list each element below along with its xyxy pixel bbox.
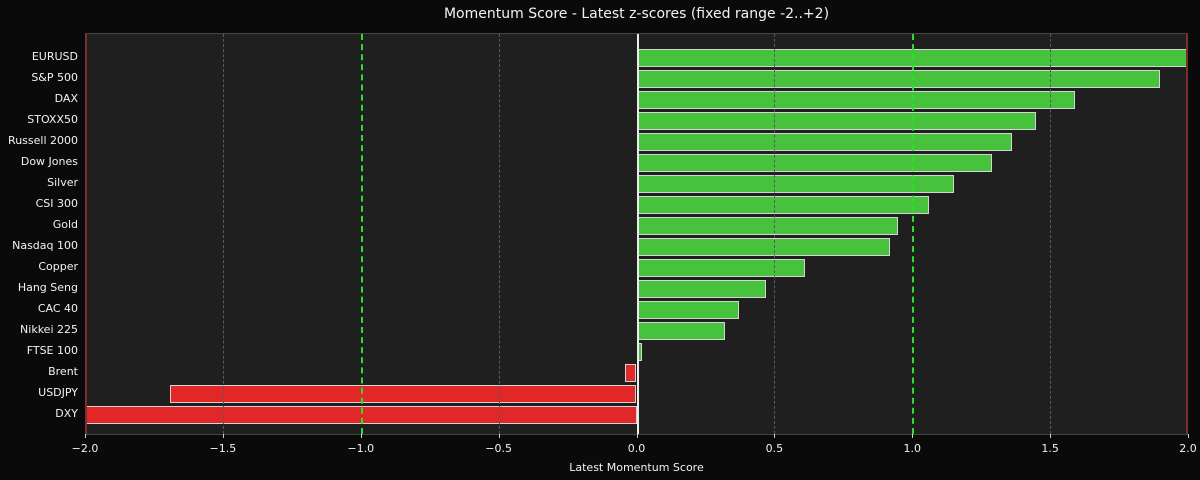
y-tick-label-s-p-500: S&P 500 [31, 71, 78, 84]
x-tick-mark [774, 434, 776, 438]
y-tick-label-hang-seng: Hang Seng [17, 281, 78, 294]
bar-gold [636, 217, 899, 235]
x-tick-mark [222, 434, 224, 438]
y-tick-label-dxy: DXY [55, 407, 78, 420]
grid-line [222, 34, 224, 434]
y-tick-label-brent: Brent [48, 365, 78, 378]
bar-nasdaq-100 [636, 238, 891, 256]
grid-line [774, 34, 776, 434]
x-tick-label: 2.0 [1179, 442, 1197, 455]
bar-silver [636, 175, 954, 193]
y-tick-label-silver: Silver [47, 176, 78, 189]
bar-russell-2000 [636, 133, 1012, 151]
y-tick-label-stoxx50: STOXX50 [27, 113, 78, 126]
chart-title: Momentum Score - Latest z-scores (fixed … [443, 6, 830, 22]
bar-s-p-500 [636, 70, 1161, 88]
grid-line [498, 34, 500, 434]
bar-cac-40 [636, 301, 739, 319]
bar-copper [636, 259, 805, 277]
bar-csi-300 [636, 196, 929, 214]
y-tick-label-russell-2000: Russell 2000 [8, 134, 78, 147]
bar-hang-seng [636, 280, 767, 298]
bar-usdjpy [170, 385, 637, 403]
x-tick-mark [498, 434, 500, 438]
x-tick-label: 0.0 [627, 442, 646, 455]
bar-dax [636, 91, 1075, 109]
bar-stoxx50 [636, 112, 1037, 130]
y-tick-label-csi-300: CSI 300 [35, 197, 78, 210]
x-tick-mark [85, 434, 86, 438]
y-tick-label-usdjpy: USDJPY [38, 386, 78, 399]
y-tick-label-copper: Copper [38, 260, 78, 273]
bar-dow-jones [636, 154, 993, 172]
x-tick-label: 0.5 [765, 442, 784, 455]
x-tick-label: −1.5 [209, 442, 237, 455]
grid-line [1050, 34, 1052, 434]
x-tick-mark [1188, 434, 1189, 438]
x-tick-label: −1.0 [347, 442, 375, 455]
x-tick-mark [912, 434, 914, 438]
zero-line [636, 34, 639, 434]
bar-brent [625, 364, 637, 382]
y-tick-label-cac-40: CAC 40 [37, 302, 78, 315]
x-axis-title: Latest Momentum Score [569, 461, 704, 474]
y-tick-label-dow-jones: Dow Jones [20, 155, 78, 168]
threshold-line [912, 34, 915, 434]
y-tick-label-ftse-100: FTSE 100 [26, 344, 78, 357]
x-tick-label: −0.5 [485, 442, 512, 455]
y-tick-label-dax: DAX [54, 92, 78, 105]
threshold-line [360, 34, 363, 434]
x-tick-mark [1050, 434, 1052, 438]
x-tick-label: 1.0 [903, 442, 922, 455]
x-tick-label: 1.5 [1041, 442, 1059, 455]
x-tick-mark [360, 434, 362, 438]
x-tick-label: −2.0 [71, 442, 99, 455]
boundary-line [1186, 34, 1188, 434]
bar-nikkei-225 [636, 322, 725, 340]
x-tick-mark [636, 434, 638, 438]
y-tick-label-eurusd: EURUSD [31, 50, 78, 63]
y-tick-label-nikkei-225: Nikkei 225 [20, 323, 78, 336]
boundary-line [85, 34, 87, 434]
plot-area [85, 33, 1188, 435]
y-tick-label-nasdaq-100: Nasdaq 100 [12, 239, 78, 252]
y-tick-label-gold: Gold [52, 218, 78, 231]
